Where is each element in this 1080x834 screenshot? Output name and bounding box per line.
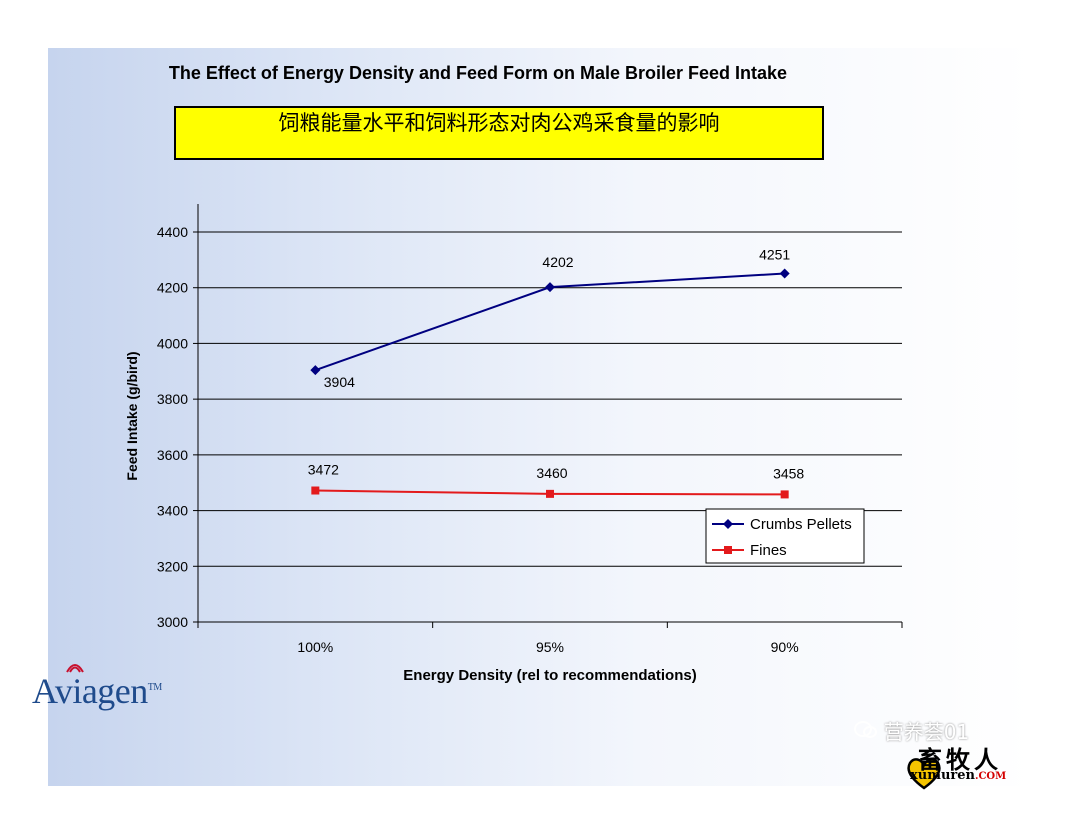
data-label: 4202 xyxy=(542,254,573,270)
data-point xyxy=(546,489,554,498)
chinese-title-box: 饲粮能量水平和饲料形态对肉公鸡采食量的影响 xyxy=(174,106,824,160)
data-label: 3472 xyxy=(308,462,339,478)
watermark-site-name: 畜牧人 xyxy=(918,745,1002,774)
y-tick-label: 3600 xyxy=(157,447,188,463)
x-axis-label: Energy Density (rel to recommendations) xyxy=(403,667,696,684)
legend-marker xyxy=(724,546,732,554)
y-tick-label: 3400 xyxy=(157,503,188,519)
x-tick-labels: 100% 95% 90% xyxy=(297,639,798,655)
y-tick-label: 3000 xyxy=(157,614,188,630)
y-tick-label: 4000 xyxy=(157,335,188,351)
watermark-site-url: xumuren.COM xyxy=(910,768,1007,783)
y-tick-label: 3800 xyxy=(157,391,188,407)
aviagen-mark-icon xyxy=(66,664,84,673)
data-point xyxy=(311,486,320,495)
watermark-account: 营养荟01 xyxy=(883,720,970,744)
x-tick-label: 100% xyxy=(297,639,333,655)
x-tick-label: 90% xyxy=(771,639,799,655)
data-point xyxy=(545,282,555,293)
y-axis-label: Feed Intake (g/bird) xyxy=(124,351,140,480)
aviagen-logo: AviagenTM xyxy=(32,671,162,711)
data-label: 3458 xyxy=(773,465,804,481)
slide-background xyxy=(48,48,1032,786)
legend-label: Fines xyxy=(750,542,787,559)
y-tick-label: 4200 xyxy=(157,280,188,296)
y-tick-labels: 3000 3200 3400 3600 3800 4000 4200 4400 xyxy=(157,224,188,630)
xumuren-heart-icon xyxy=(907,758,941,790)
wechat-icon xyxy=(854,721,877,738)
chart-title: The Effect of Energy Density and Feed Fo… xyxy=(168,63,788,83)
data-point xyxy=(780,490,789,499)
legend-box xyxy=(705,508,865,564)
y-tick-label: 4400 xyxy=(157,224,188,240)
axes xyxy=(193,204,903,628)
series-layer: 3904 4202 4251 3472 3460 3458 xyxy=(308,247,804,499)
y-tick-label: 3200 xyxy=(157,558,188,574)
data-point xyxy=(310,365,321,376)
x-tick-label: 95% xyxy=(536,639,564,655)
legend-marker xyxy=(723,519,733,529)
data-label: 4251 xyxy=(759,247,790,263)
data-label: 3460 xyxy=(536,465,567,481)
data-label: 3904 xyxy=(324,374,355,390)
legend: Crumbs Pellets Fines xyxy=(705,508,865,564)
legend-label: Crumbs Pellets xyxy=(750,516,852,533)
data-point xyxy=(779,268,790,279)
